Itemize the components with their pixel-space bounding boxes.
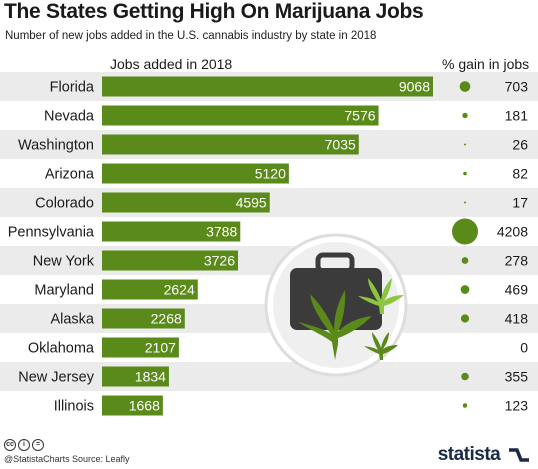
gain-column-header: % gain in jobs bbox=[442, 56, 530, 72]
jobs-bar-oklahoma bbox=[102, 337, 179, 358]
briefcase-with-cannabis-leaves-icon bbox=[264, 233, 408, 377]
gain-dot-washington bbox=[463, 143, 467, 146]
nd-icon: = bbox=[32, 439, 44, 451]
jobs-value-arizona: 5120 bbox=[255, 166, 286, 182]
license-icons: cc i = bbox=[4, 439, 44, 451]
jobs-bar-nevada bbox=[102, 105, 379, 126]
chart-subtitle: Number of new jobs added in the U.S. can… bbox=[5, 30, 377, 42]
row-band-new-york bbox=[0, 246, 538, 275]
jobs-bar-colorado bbox=[102, 192, 270, 213]
jobs-bar-alaska bbox=[102, 308, 185, 329]
footer-source: Source: Leafly bbox=[72, 454, 130, 464]
state-label-new-jersey: New Jersey bbox=[18, 370, 94, 386]
logo-text: statista bbox=[437, 444, 501, 465]
jobs-value-alaska: 2268 bbox=[151, 311, 182, 327]
state-label-new-york: New York bbox=[33, 254, 95, 270]
gain-dot-florida bbox=[459, 81, 471, 92]
jobs-value-pennsylvania: 3788 bbox=[206, 224, 237, 240]
jobs-bar-washington bbox=[102, 134, 359, 155]
by-icon: i bbox=[18, 439, 30, 451]
cc-icon: cc bbox=[4, 439, 16, 451]
jobs-value-florida: 9068 bbox=[399, 79, 430, 95]
statista-wave-icon bbox=[509, 448, 529, 462]
jobs-value-oklahoma: 2107 bbox=[145, 340, 176, 356]
gain-value-maryland: 469 bbox=[505, 282, 529, 298]
state-label-washington: Washington bbox=[18, 138, 94, 154]
gain-dot-maryland bbox=[460, 285, 470, 294]
jobs-value-washington: 7035 bbox=[325, 137, 356, 153]
gain-value-colorado: 17 bbox=[512, 195, 528, 211]
gain-value-alaska: 418 bbox=[505, 311, 529, 327]
statista-logo[interactable]: statista bbox=[438, 444, 530, 466]
jobs-bar-maryland bbox=[102, 279, 198, 300]
jobs-value-maryland: 2624 bbox=[164, 282, 195, 298]
gain-value-oklahoma: 0 bbox=[520, 340, 528, 356]
state-label-florida: Florida bbox=[50, 80, 95, 96]
jobs-value-illinois: 1668 bbox=[129, 398, 160, 414]
gain-dot-pennsylvania bbox=[452, 218, 478, 245]
gain-value-nevada: 181 bbox=[505, 108, 529, 124]
footer-handle: @StatistaCharts bbox=[4, 454, 70, 464]
gain-value-new-york: 278 bbox=[505, 253, 529, 269]
jobs-bar-illinois bbox=[102, 395, 163, 416]
state-label-nevada: Nevada bbox=[44, 109, 95, 125]
gain-dot-arizona bbox=[463, 171, 467, 176]
jobs-value-new-jersey: 1834 bbox=[135, 369, 166, 385]
gain-value-florida: 703 bbox=[505, 79, 529, 95]
gain-value-washington: 26 bbox=[512, 137, 528, 153]
jobs-bar-new-jersey bbox=[102, 366, 169, 387]
gain-value-arizona: 82 bbox=[512, 166, 528, 182]
jobs-bar-florida bbox=[102, 76, 433, 97]
state-label-illinois: Illinois bbox=[54, 399, 94, 415]
state-label-colorado: Colorado bbox=[35, 196, 94, 212]
state-label-maryland: Maryland bbox=[34, 283, 94, 299]
state-label-oklahoma: Oklahoma bbox=[28, 341, 95, 357]
gain-value-new-jersey: 355 bbox=[505, 369, 529, 385]
chart-title: The States Getting High On Marijuana Job… bbox=[4, 0, 424, 23]
jobs-value-colorado: 4595 bbox=[236, 195, 267, 211]
jobs-column-header: Jobs added in 2018 bbox=[110, 56, 233, 72]
gain-dot-colorado bbox=[464, 201, 466, 204]
jobs-value-new-york: 3726 bbox=[204, 253, 235, 269]
gain-value-pennsylvania: 4208 bbox=[497, 224, 528, 240]
jobs-bar-pennsylvania bbox=[102, 221, 241, 242]
row-band-new-jersey bbox=[0, 362, 538, 391]
chart-rows: Florida 9068 703 Nevada 7576 181 Washington 703… bbox=[0, 72, 538, 416]
gain-dot-nevada bbox=[462, 112, 468, 119]
state-label-arizona: Arizona bbox=[45, 167, 95, 183]
gain-dot-new-jersey bbox=[461, 372, 469, 381]
gain-dot-new-york bbox=[461, 257, 469, 264]
jobs-bar-new-york bbox=[102, 250, 239, 271]
state-label-pennsylvania: Pennsylvania bbox=[8, 225, 95, 241]
gain-dot-alaska bbox=[460, 314, 470, 323]
state-label-alaska: Alaska bbox=[50, 312, 94, 328]
jobs-bar-arizona bbox=[102, 163, 289, 184]
gain-dot-illinois bbox=[462, 403, 468, 408]
jobs-value-nevada: 7576 bbox=[344, 108, 375, 124]
gain-value-illinois: 123 bbox=[505, 398, 529, 414]
